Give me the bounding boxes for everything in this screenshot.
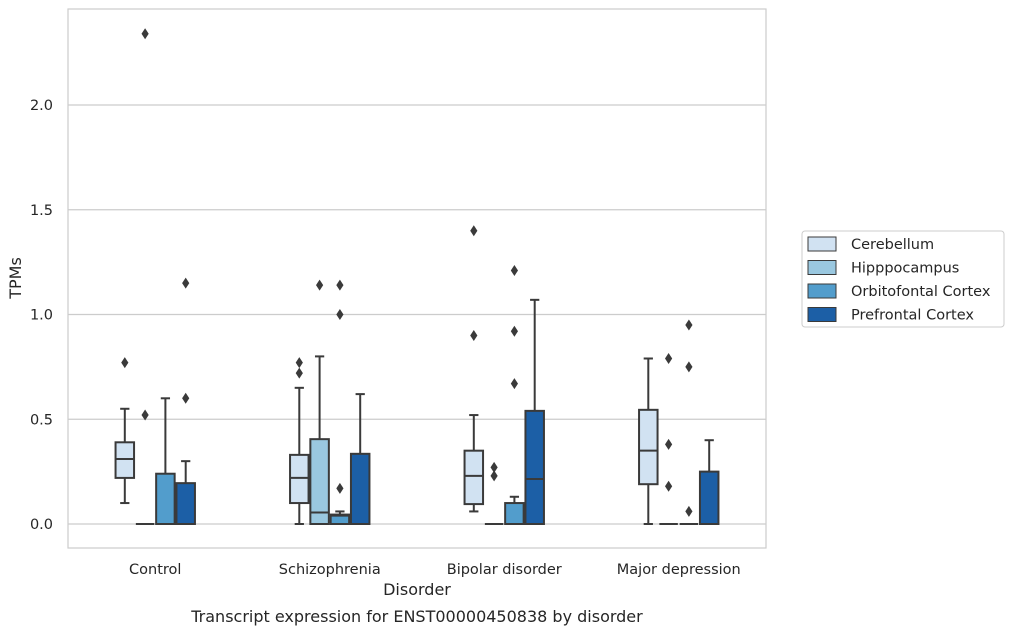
outlier-point [470,225,478,237]
x-tick-label-major-depression: Major depression [617,562,741,578]
series-cerebellum [114,225,659,525]
box-body [524,409,545,525]
series-orbitofontal-cortex [155,265,699,526]
box-cerebellum-major-depression [638,357,659,525]
outlier-point [665,438,673,450]
y-tick-label-2-0: 2.0 [30,98,53,114]
box-cerebellum-bipolar-disorder [463,225,485,513]
legend-swatch [807,236,837,252]
x-tick-label-schizophrenia: Schizophrenia [279,562,381,578]
legend-label: Hipppocampus [851,261,959,277]
legend-item-hipppocampus: Hipppocampus [807,260,959,277]
box-prefrontal-cortex-bipolar-disorder [524,298,545,525]
box-prefrontal-cortex-major-depression [698,439,720,525]
series-prefrontal-cortex [175,277,720,526]
outlier-point [336,279,344,291]
box-body [155,472,176,525]
x-axis-ticks: Control Schizophrenia Bipolar disorder Majo… [129,562,741,578]
y-tick-label-0-5: 0.5 [30,412,53,428]
box-body [349,452,371,526]
box-body [638,408,659,486]
box-body [309,438,330,525]
legend-item-cerebellum: Cerebellum [807,236,934,253]
legend-label: Cerebellum [851,237,934,253]
box-cerebellum-control [114,357,136,505]
legend-swatch [807,307,837,322]
box-orbitofontal-cortex-bipolar-disorder [504,265,525,525]
legend-item-orbitofontal-cortex: Orbitofontal Cortex [807,283,991,300]
outlier-point [316,279,324,291]
outlier-point [685,319,693,331]
outlier-point [336,309,344,320]
box-hipppocampus-control [135,28,155,525]
box-body [289,453,310,505]
outlier-point [121,357,129,369]
box-series [114,28,720,526]
box-body [175,482,196,525]
outlier-point [665,352,673,364]
y-axis-ticks: 0.0 0.5 1.0 1.5 2.0 [30,98,53,533]
legend-item-prefrontal-cortex: Prefrontal Cortex [807,307,974,324]
legend-label: Orbitofontal Cortex [851,284,991,300]
box-body [114,441,136,479]
outlier-point [141,409,149,421]
plot-area [67,8,767,549]
box-orbitofontal-cortex-major-depression [679,319,699,525]
box-body [504,502,525,525]
box-hipppocampus-bipolar-disorder [484,461,504,525]
outlier-point [295,357,303,369]
outlier-point [510,325,518,337]
legend-swatch [807,283,837,299]
box-orbitofontal-cortex-schizophrenia [329,279,351,526]
outlier-point [182,392,190,404]
outlier-point [470,329,478,341]
box-cerebellum-schizophrenia [289,357,310,525]
outlier-point [295,367,303,379]
outlier-point [336,482,344,494]
box-body [463,449,485,506]
legend-label: Prefrontal Cortex [851,308,974,324]
box-prefrontal-cortex-schizophrenia [349,393,371,526]
box-hipppocampus-major-depression [659,352,678,525]
box-hipppocampus-schizophrenia [309,279,330,525]
box-body [698,470,720,525]
x-axis-title: Disorder [383,580,451,599]
outlier-point [665,480,673,492]
legend-swatch [807,260,837,275]
x-tick-label-bipolar-disorder: Bipolar disorder [447,562,562,578]
y-axis-title: TPMs [6,257,25,300]
outlier-point [182,277,190,289]
gridlines [68,104,766,525]
outlier-point [141,28,149,40]
legend-frame [801,230,1005,328]
box-prefrontal-cortex-control [175,277,196,525]
outlier-point [490,470,498,482]
outlier-point [685,361,693,373]
outlier-point [510,265,518,277]
chart-caption: Transcript expression for ENST0000045083… [190,607,643,626]
outlier-point [510,378,518,390]
outlier-point [490,461,498,473]
outlier-point [685,505,693,517]
y-tick-label-0-0: 0.0 [30,517,53,533]
y-tick-label-1-5: 1.5 [30,203,53,219]
series-hipppocampus [135,28,678,525]
box-orbitofontal-cortex-control [155,397,176,525]
x-tick-label-control: Control [129,562,181,578]
box-body [329,513,351,526]
y-tick-label-1-0: 1.0 [30,308,53,324]
legend: Cerebellum Hipppocampus Orbitofontal Corte… [801,230,1005,328]
